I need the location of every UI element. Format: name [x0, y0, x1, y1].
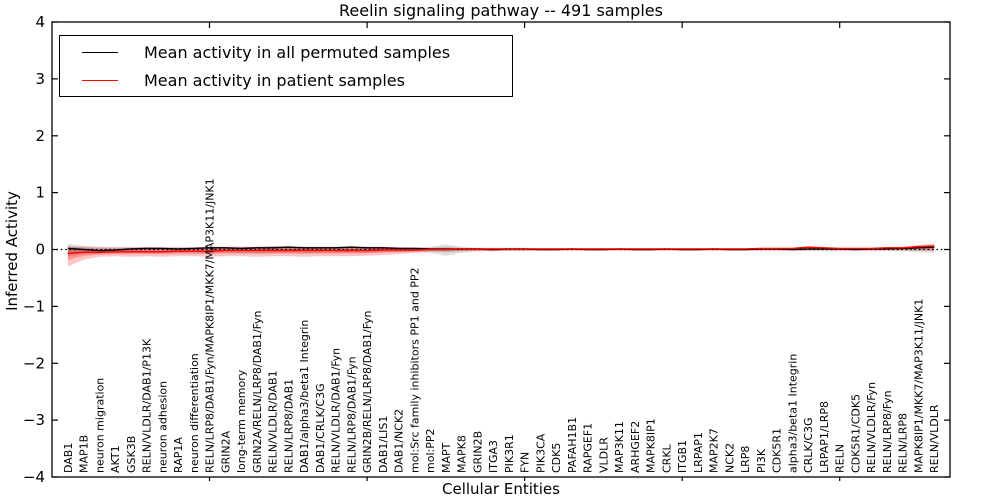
x-tick-label: GRIN2B — [471, 431, 484, 473]
x-tick-label: GSK3B — [125, 436, 138, 473]
y-tick-label: −3 — [23, 411, 45, 429]
x-tick-label: DAB1/alpha3/beta1 Integrin — [298, 320, 311, 473]
x-tick-label: RAPGEF1 — [582, 423, 595, 473]
x-tick-label: neuron migration — [93, 378, 106, 473]
x-tick-label: DAB1/CRLK/C3G — [314, 383, 327, 473]
legend-label-permuted: Mean activity in all permuted samples — [144, 42, 451, 62]
y-tick-label: 0 — [35, 241, 45, 259]
x-tick-label: RELN/VLDLR/DAB1 — [267, 370, 280, 473]
series-line-patient — [67, 245, 935, 255]
x-tick-label: VLDLR — [597, 437, 610, 473]
x-tick-label: MAPK8IP1 — [645, 418, 658, 473]
x-tick-label: RELN/LRP8/DAB1 — [282, 379, 295, 473]
x-axis-label: Cellular Entities — [442, 480, 560, 498]
x-tick-label: MAPK8 — [456, 435, 469, 473]
x-tick-label: ARHGEF2 — [629, 421, 642, 473]
y-tick-label: −4 — [23, 468, 45, 486]
x-tick-label: CDK5 — [550, 443, 563, 473]
x-tick-label: RELN/LRP8/Fyn — [881, 390, 894, 473]
x-tick-label: RELN/LRP8/DAB1/Fyn — [345, 356, 358, 473]
x-tick-label: alpha3/beta1 Integrin — [787, 354, 800, 473]
x-tick-label: CDK5R1 — [771, 428, 784, 473]
x-tick-label: PI3K — [755, 448, 768, 473]
x-tick-label: long-term memory — [235, 369, 248, 473]
x-tick-label: CDK5R1/CDK5 — [850, 394, 863, 473]
x-tick-label: LRPAP1 — [692, 432, 705, 473]
y-axis-label: Inferred Activity — [3, 191, 21, 311]
x-tick-label: LRPAP1/LRP8 — [818, 401, 831, 473]
chart-title: Reelin signaling pathway -- 491 samples — [339, 1, 663, 20]
y-tick-label: 2 — [35, 127, 45, 145]
x-tick-label: ITGB1 — [676, 440, 689, 473]
x-tick-label: DAB1/NCK2 — [393, 409, 406, 473]
x-tick-label: CRLK/C3G — [802, 417, 815, 473]
x-tick-label: RELN — [834, 444, 847, 473]
y-tick-label: 3 — [35, 70, 45, 88]
x-tick-label: GRIN2A/RELN/LRP8/DAB1/Fyn — [251, 310, 264, 473]
legend-entry-patient: Mean activity in patient samples — [60, 66, 512, 94]
legend-label-patient: Mean activity in patient samples — [144, 70, 405, 90]
x-tick-label: FYN — [519, 452, 532, 473]
x-tick-label: RELN/VLDLR — [928, 404, 941, 473]
y-tick-label: 4 — [35, 13, 45, 31]
x-tick-label: MAP2K7 — [708, 428, 721, 473]
x-tick-label: PIK3R1 — [503, 434, 516, 473]
permuted-line-swatch — [82, 51, 118, 53]
x-tick-label: RELN/VLDLR/DAB1/P13K — [141, 338, 154, 473]
x-tick-label: ITGA3 — [487, 440, 500, 473]
y-tick-label: −2 — [23, 354, 45, 372]
x-tick-label: CRKL — [660, 443, 673, 473]
x-tick-label: NCK2 — [723, 443, 736, 473]
legend: Mean activity in all permuted samples Me… — [59, 35, 513, 97]
x-tick-label: MAP3K11 — [613, 421, 626, 473]
x-tick-label: MAP1B — [78, 435, 91, 473]
y-tick-label: 1 — [35, 184, 45, 202]
x-tick-label: PAFAH1B1 — [566, 417, 579, 473]
x-tick-label: RELN/LRP8 — [897, 413, 910, 473]
legend-entry-permuted: Mean activity in all permuted samples — [60, 38, 512, 66]
x-tick-label: mol:Src family inhibitors PP1 and PP2 — [408, 267, 421, 473]
x-tick-label: DAB1/LIS1 — [377, 416, 390, 473]
y-tick-label: −1 — [23, 297, 45, 315]
patient-line-swatch — [82, 79, 118, 81]
x-tick-label: mol:PP2 — [424, 429, 437, 473]
x-tick-label: LRP8 — [739, 446, 752, 473]
x-tick-label: neuron adhesion — [156, 381, 169, 473]
x-tick-label: AKT1 — [109, 445, 122, 473]
x-tick-label: RAP1A — [172, 437, 185, 473]
x-tick-label: RELN/LRP8/DAB1/Fyn/MAPK8IP1/MKK7/MAP3K11… — [204, 178, 217, 473]
x-tick-label: RELN/VLDLR/Fyn — [865, 382, 878, 473]
x-tick-label: MAPT — [440, 442, 453, 473]
x-tick-label: GRIN2A — [219, 430, 232, 473]
x-tick-label: neuron differentiation — [188, 353, 201, 473]
x-tick-label: DAB1 — [62, 443, 75, 473]
x-tick-label: GRIN2B/RELN/LRP8/DAB1/Fyn — [361, 310, 374, 473]
x-tick-label: PIK3CA — [534, 433, 547, 473]
x-tick-label: MAPK8IP1/MKK7/MAP3K11/JNK1 — [913, 299, 926, 473]
x-tick-label: RELN/VLDLR/DAB1/Fyn — [330, 348, 343, 473]
